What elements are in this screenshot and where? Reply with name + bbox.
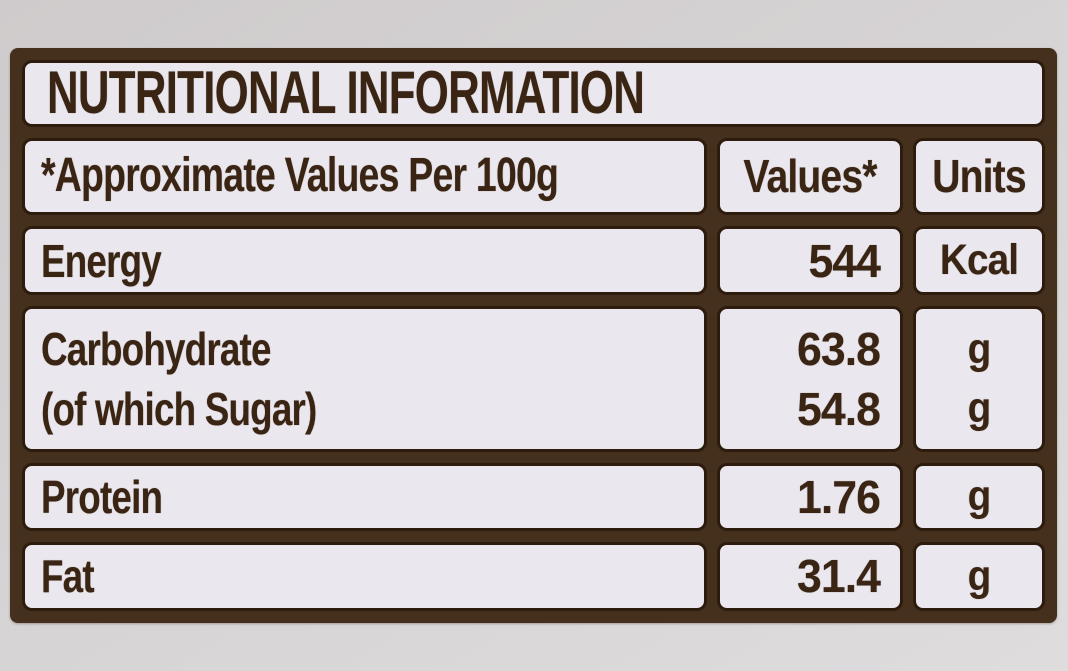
row-protein-label: Protein <box>41 470 163 523</box>
row-carbohydrate-label-cell: Carbohydrate (of which Sugar) <box>22 306 707 452</box>
row-energy-label-cell: Energy <box>22 225 707 296</box>
row-carbohydrate-value: 63.8 <box>797 323 881 376</box>
row-energy-value: 544 <box>808 234 881 287</box>
row-fat-label: Fat <box>41 550 95 603</box>
row-energy-value-cell: 544 <box>717 225 903 296</box>
row-fat-value-cell: 31.4 <box>717 541 903 611</box>
header-cell-approximate-values: *Approximate Values Per 100g <box>22 137 707 215</box>
row-sugar-value: 54.8 <box>797 382 881 435</box>
row-fat-unit: g <box>967 551 992 600</box>
row-fat-label-cell: Fat <box>22 541 707 611</box>
row-energy-unit-cell: Kcal <box>913 225 1045 296</box>
header-cell-values: Values* <box>717 137 903 215</box>
nutrition-table: NUTRITIONAL INFORMATION *Approximate Val… <box>10 48 1057 623</box>
header-values: Values* <box>743 150 877 203</box>
table-title-cell: NUTRITIONAL INFORMATION <box>22 60 1045 127</box>
row-sugar-unit: g <box>967 384 992 433</box>
row-carbohydrate-value-cell: 63.8 54.8 <box>717 306 903 452</box>
row-protein-value: 1.76 <box>797 470 881 523</box>
header-label: *Approximate Values Per 100g <box>41 149 559 203</box>
row-energy-label: Energy <box>41 234 162 287</box>
header-units: Units <box>932 150 1026 203</box>
row-protein-unit: g <box>967 472 992 521</box>
row-protein-unit-cell: g <box>913 462 1045 531</box>
header-cell-units: Units <box>913 137 1045 215</box>
row-sugar-label: (of which Sugar) <box>41 382 317 435</box>
table-title: NUTRITIONAL INFORMATION <box>47 60 645 127</box>
row-energy-unit: Kcal <box>939 236 1019 284</box>
row-fat-value: 31.4 <box>797 550 881 603</box>
row-protein-value-cell: 1.76 <box>717 462 903 531</box>
row-protein-label-cell: Protein <box>22 462 707 531</box>
row-fat-unit-cell: g <box>913 541 1045 611</box>
row-carbohydrate-label: Carbohydrate <box>41 323 271 376</box>
row-carbohydrate-unit: g <box>967 324 992 373</box>
row-carbohydrate-unit-cell: g g <box>913 306 1045 452</box>
